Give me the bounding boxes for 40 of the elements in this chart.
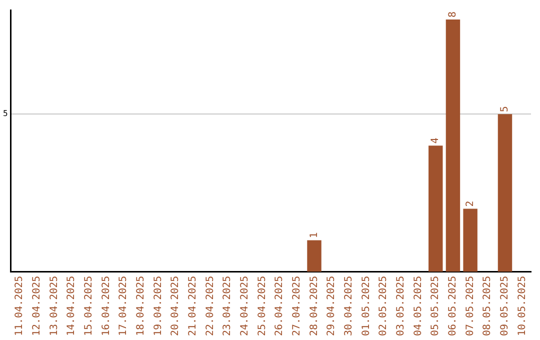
x-tick-label: 18.04.2025	[135, 276, 146, 336]
x-tick-label: 22.04.2025	[204, 276, 216, 336]
x-tick-label: 30.04.2025	[344, 276, 355, 336]
bar	[498, 114, 512, 272]
x-tick-label: 14.04.2025	[66, 276, 78, 336]
x-tick-label: 25.04.2025	[256, 276, 268, 336]
x-tick-label: 11.04.2025	[14, 276, 26, 336]
data-label: 4	[430, 138, 442, 144]
x-tick-label: 13.04.2025	[48, 276, 60, 336]
x-tick-label: 29.04.2025	[326, 276, 338, 336]
data-label: 2	[464, 200, 476, 207]
x-tick-label: 07.05.2025	[464, 276, 476, 336]
x-tick-label: 08.05.2025	[482, 276, 494, 336]
x-tick-label: 02.05.2025	[378, 276, 390, 336]
data-label: 5	[500, 106, 511, 112]
x-tick-label: 28.04.2025	[308, 276, 320, 336]
x-tick-label: 21.04.2025	[187, 276, 198, 336]
x-tick-label: 06.05.2025	[448, 276, 459, 336]
x-tick-label: 23.04.2025	[222, 276, 234, 336]
x-tick-label: 20.04.2025	[170, 276, 182, 336]
x-tick-label: 16.04.2025	[100, 276, 112, 336]
x-tick-label: 17.04.2025	[118, 276, 130, 336]
x-tick-label: 26.04.2025	[274, 276, 286, 336]
bar	[463, 208, 478, 272]
x-tick-label: 15.04.2025	[83, 276, 94, 336]
data-label: 8	[448, 11, 459, 18]
x-tick-label: 01.05.2025	[360, 276, 372, 336]
x-tick-label: 27.04.2025	[292, 276, 303, 336]
x-tick-label: 10.05.2025	[516, 276, 528, 336]
data-label: 1	[308, 232, 320, 238]
x-tick-label: 12.04.2025	[31, 276, 42, 336]
bar	[446, 19, 460, 272]
bar	[307, 240, 322, 272]
x-tick-label: 04.05.2025	[412, 276, 424, 336]
x-tick-label: 24.04.2025	[239, 276, 250, 336]
x-tick-label: 03.05.2025	[396, 276, 407, 336]
x-tick-label: 05.05.2025	[430, 276, 442, 336]
x-tick-label: 19.04.2025	[152, 276, 164, 336]
bar	[428, 146, 443, 272]
x-tick-label: 09.05.2025	[500, 276, 511, 336]
